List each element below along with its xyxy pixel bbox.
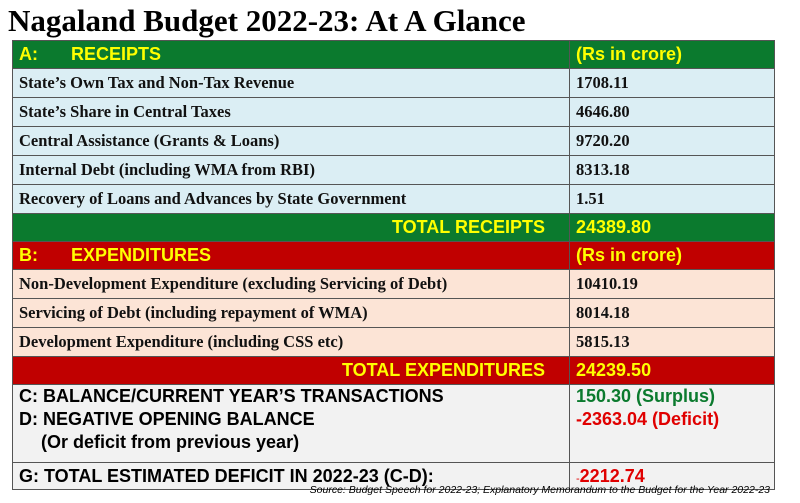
total-receipts-label: TOTAL RECEIPTS: [12, 213, 570, 242]
table-row: State’s Own Tax and Non-Tax Revenue 1708…: [12, 68, 775, 98]
table-row: State’s Share in Central Taxes 4646.80: [12, 97, 775, 127]
total-receipts-row: TOTAL RECEIPTS 24389.80: [12, 213, 775, 242]
total-deficit-value: 2212.74: [579, 465, 645, 486]
total-expenditures-label: TOTAL EXPENDITURES: [12, 356, 570, 385]
expenditures-heading: EXPENDITURES: [71, 245, 212, 265]
table-row: Recovery of Loans and Advances by State …: [12, 184, 775, 214]
table-row: Development Expenditure (including CSS e…: [12, 327, 775, 357]
row-value: 4646.80: [569, 97, 775, 127]
row-label: Servicing of Debt (including repayment o…: [12, 298, 570, 328]
expenditures-header-row: B: EXPENDITURES (Rs in crore): [12, 241, 775, 270]
negative-opening-label: D: NEGATIVE OPENING BALANCE: [19, 409, 315, 429]
receipts-heading: RECEIPTS: [71, 44, 162, 64]
receipts-code: A:: [19, 44, 38, 64]
row-value: 9720.20: [569, 126, 775, 156]
balance-summary-values: 150.30 (Surplus) -2363.04 (Deficit): [569, 384, 775, 463]
row-label: Internal Debt (including WMA from RBI): [12, 155, 570, 185]
expenditures-header-cell: B: EXPENDITURES: [12, 241, 570, 270]
budget-table: A: RECEIPTS (Rs in crore) State’s Own Tax…: [12, 40, 775, 490]
row-label: State’s Own Tax and Non-Tax Revenue: [12, 68, 570, 98]
receipts-header-cell: A: RECEIPTS: [12, 40, 570, 69]
total-expenditures-value: 24239.50: [569, 356, 775, 385]
total-deficit-label: G: TOTAL ESTIMATED DEFICIT IN 2022-23 (C…: [12, 462, 570, 490]
deficit-sign: -: [576, 472, 580, 485]
page-title: Nagaland Budget 2022-23: At A Glance: [8, 3, 526, 38]
row-value: 8014.18: [569, 298, 775, 328]
source-note: Source: Budget Speech for 2022-23; Expla…: [309, 484, 770, 496]
row-value: 10410.19: [569, 269, 775, 299]
total-deficit-row: G: TOTAL ESTIMATED DEFICIT IN 2022-23 (C…: [12, 462, 775, 490]
table-row: Internal Debt (including WMA from RBI) 8…: [12, 155, 775, 185]
row-value: 5815.13: [569, 327, 775, 357]
row-label: Recovery of Loans and Advances by State …: [12, 184, 570, 214]
negative-opening-value: -2363.04 (Deficit): [576, 409, 720, 429]
table-row: Non-Development Expenditure (excluding S…: [12, 269, 775, 299]
row-label: State’s Share in Central Taxes: [12, 97, 570, 127]
balance-current-label: C: BALANCE/CURRENT YEAR’S TRANSACTIONS: [19, 386, 444, 406]
expenditures-unit: (Rs in crore): [569, 241, 775, 270]
row-label: Central Assistance (Grants & Loans): [12, 126, 570, 156]
negative-opening-sublabel: (Or deficit from previous year): [41, 432, 300, 452]
total-expenditures-row: TOTAL EXPENDITURES 24239.50: [12, 356, 775, 385]
balance-current-value: 150.30 (Surplus): [576, 386, 716, 406]
total-receipts-value: 24389.80: [569, 213, 775, 242]
balance-summary-labels: C: BALANCE/CURRENT YEAR’S TRANSACTIONS D…: [12, 384, 570, 463]
receipts-header-row: A: RECEIPTS (Rs in crore): [12, 40, 775, 69]
row-value: 1708.11: [569, 68, 775, 98]
table-row: Servicing of Debt (including repayment o…: [12, 298, 775, 328]
balance-summary-row: C: BALANCE/CURRENT YEAR’S TRANSACTIONS D…: [12, 384, 775, 463]
row-label: Non-Development Expenditure (excluding S…: [12, 269, 570, 299]
row-label: Development Expenditure (including CSS e…: [12, 327, 570, 357]
total-deficit-cell: -2212.74: [569, 462, 775, 490]
row-value: 8313.18: [569, 155, 775, 185]
row-value: 1.51: [569, 184, 775, 214]
receipts-unit: (Rs in crore): [569, 40, 775, 69]
expenditures-code: B:: [19, 245, 38, 265]
table-row: Central Assistance (Grants & Loans) 9720…: [12, 126, 775, 156]
